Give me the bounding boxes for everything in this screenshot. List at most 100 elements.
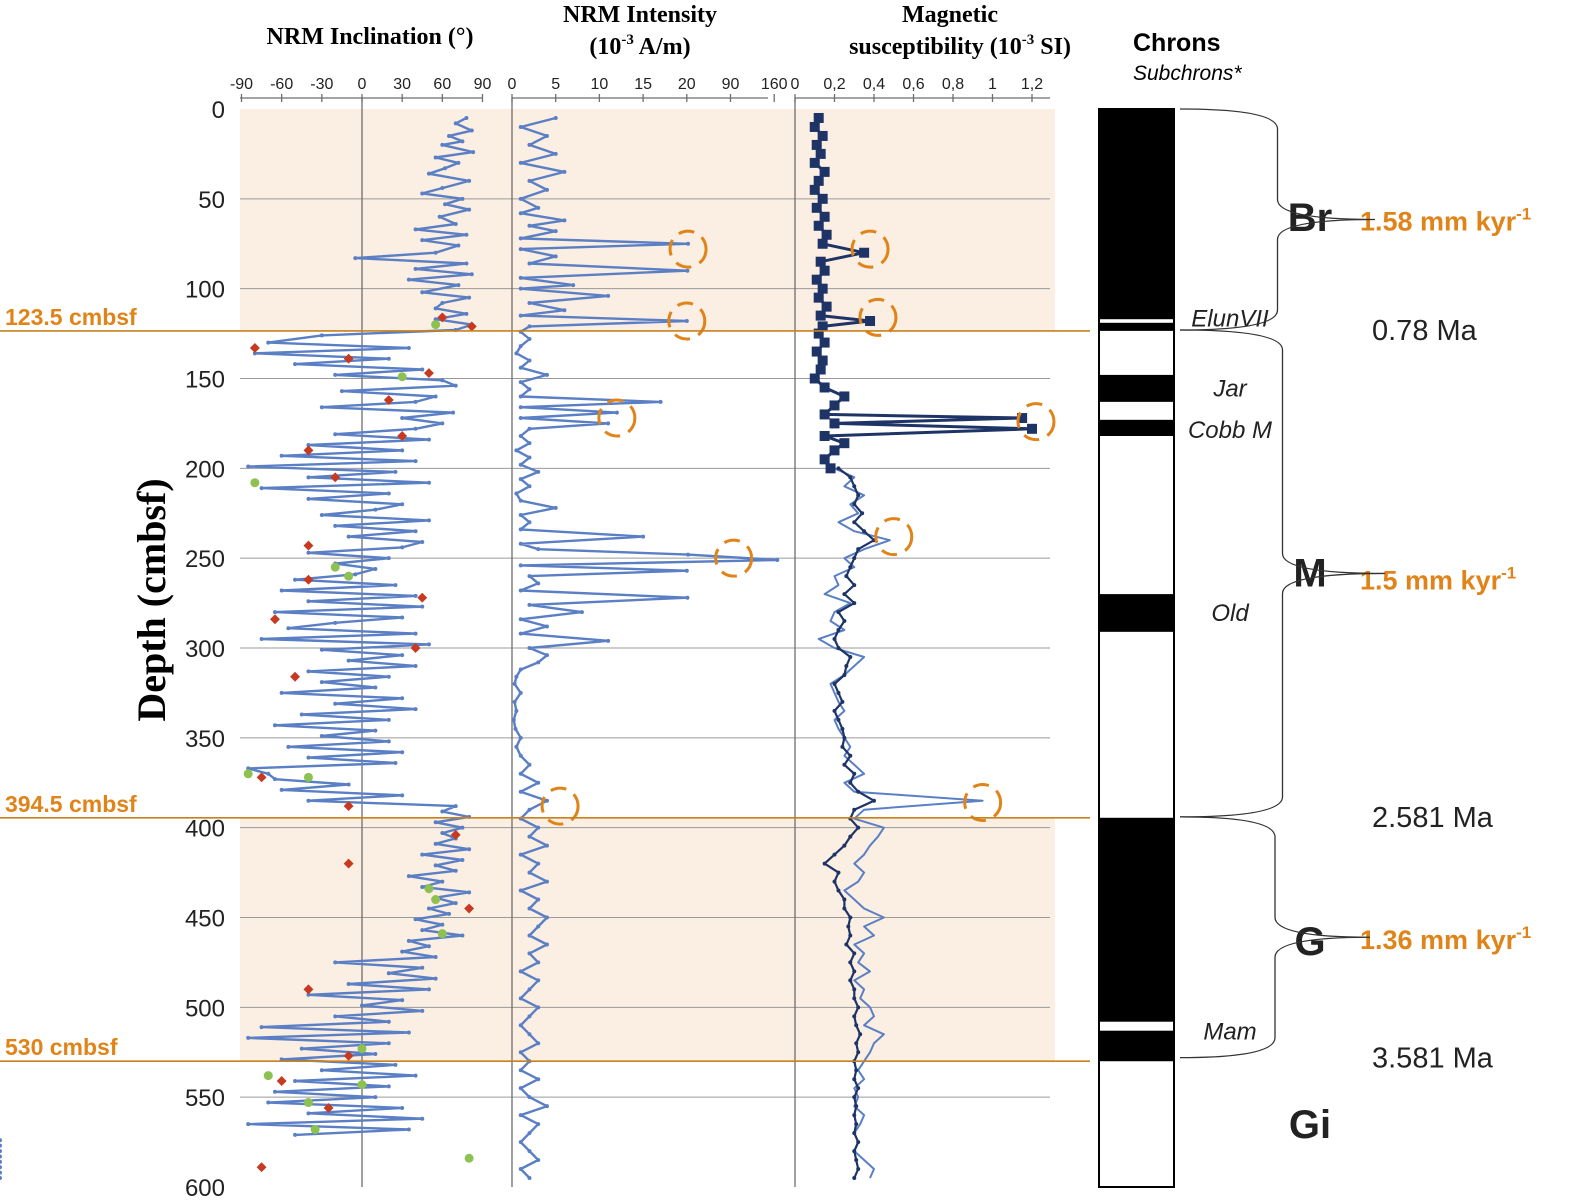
inclination-red-marker-20 — [303, 984, 314, 995]
intensity-point-44 — [606, 421, 611, 426]
inclination-point-24 — [353, 256, 358, 261]
inclination-point-110 — [272, 723, 277, 728]
inclination-red-marker-10 — [303, 574, 314, 585]
inclination-point-184 — [246, 1122, 251, 1127]
susceptibility-dark-point-32 — [848, 753, 853, 758]
inclination-point-96 — [319, 647, 324, 652]
inclination-point-45 — [333, 372, 338, 377]
susceptibility-squares-point-5 — [809, 157, 820, 168]
normal-polarity-band-3 — [1099, 419, 1174, 436]
peak-highlight-3 — [714, 538, 754, 578]
susceptibility-dark-point-3 — [856, 493, 861, 498]
inclination-point-144 — [426, 906, 431, 911]
susceptibility-squares-point-42 — [825, 463, 836, 474]
inclination-point-124 — [306, 798, 311, 803]
inclination-point-136 — [433, 863, 438, 868]
inclination-point-72 — [426, 518, 431, 523]
inclination-green-marker-5 — [243, 769, 253, 779]
inclination-point-121 — [346, 782, 351, 787]
inclination-point-106 — [333, 701, 338, 706]
inclination-point-99 — [413, 663, 418, 668]
intensity-point-42 — [614, 410, 619, 415]
inclination-tick-label-0: -90 — [230, 76, 253, 93]
sedimentation-rate-0: 1.58 mm kyr-1 — [1360, 204, 1531, 236]
inclination-point-87 — [306, 599, 311, 604]
intensity-point-61 — [518, 541, 523, 546]
susceptibility-squares-point-30 — [809, 373, 820, 384]
susceptibility-dark-point-62 — [854, 1023, 859, 1028]
susceptibility-dark-point-37 — [872, 798, 876, 803]
inclination-point-32 — [440, 301, 445, 306]
intensity-point-36 — [544, 372, 549, 377]
inclination-point-98 — [346, 658, 351, 663]
susceptibility-squares-point-17 — [819, 265, 830, 276]
intensity-point-19 — [527, 261, 532, 266]
inclination-point-48 — [339, 389, 344, 394]
inclination-point-31 — [467, 295, 472, 300]
inclination-point-175 — [413, 1073, 418, 1078]
susceptibility-title-line2: susceptibility (10-3 SI) — [849, 32, 1071, 60]
intensity-point-101 — [518, 852, 523, 857]
intensity-point-76 — [606, 638, 611, 643]
intensity-point-105 — [518, 888, 523, 893]
inclination-point-28 — [406, 277, 411, 282]
inclination-point-35 — [433, 317, 438, 322]
susceptibility-dark-point-54 — [852, 951, 857, 956]
susceptibility-squares-point-40 — [829, 445, 840, 456]
peak-highlight-1 — [667, 301, 707, 341]
inclination-point-122 — [279, 787, 284, 792]
intensity-point-26 — [562, 308, 567, 313]
intensity-point-40 — [658, 399, 663, 404]
susceptibility-tick-label-3: 0,6 — [902, 76, 924, 93]
data-series — [0, 112, 1056, 1181]
susceptibility-squares-point-3 — [811, 139, 822, 150]
inclination-point-181 — [400, 1105, 405, 1110]
inclination-point-190 — [0, 1154, 2, 1159]
peak-highlight-5 — [850, 229, 890, 269]
inclination-point-23 — [433, 250, 438, 255]
normal-polarity-band-0 — [1099, 109, 1174, 320]
depth-tick-250: 250 — [185, 546, 225, 573]
intensity-point-93 — [536, 780, 541, 785]
intensity-point-46 — [518, 433, 523, 438]
susceptibility-squares-point-0 — [813, 112, 824, 123]
sedimentation-rate-1: 1.5 mm kyr-1 — [1360, 564, 1516, 596]
inclination-point-22 — [456, 243, 461, 248]
inclination-point-7 — [433, 155, 438, 160]
peak-highlight-8 — [874, 517, 914, 557]
susceptibility-dark-point-36 — [856, 789, 861, 794]
age-label-2: 3.581 Ma — [1372, 1043, 1494, 1075]
susceptibility-squares-point-28 — [817, 355, 828, 366]
inclination-point-107 — [413, 707, 418, 712]
inclination-point-141 — [467, 890, 472, 895]
inclination-tick-label-4: 30 — [393, 76, 411, 93]
inclination-point-176 — [293, 1078, 298, 1083]
intensity-point-118 — [536, 1005, 541, 1010]
intensity-point-22 — [571, 283, 576, 288]
susceptibility-squares-point-4 — [815, 148, 826, 159]
intensity-point-13 — [527, 223, 532, 228]
inclination-tick-label-5: 60 — [433, 76, 451, 93]
inclination-green-marker-1 — [397, 372, 407, 382]
intensity-point-67 — [527, 574, 532, 579]
susceptibility-dark-point-24 — [832, 681, 837, 686]
intensity-point-35 — [518, 365, 523, 370]
susceptibility-squares-point-18 — [811, 274, 822, 285]
intensity-point-125 — [518, 1068, 523, 1073]
inclination-point-126 — [440, 809, 445, 814]
susceptibility-squares-point-16 — [815, 256, 826, 267]
susceptibility-dark-point-74 — [852, 1131, 857, 1136]
inclination-point-116 — [306, 755, 311, 760]
inclination-tick-label-1: -60 — [270, 76, 293, 93]
inclination-point-155 — [420, 965, 425, 970]
inclination-green-marker-10 — [357, 1044, 367, 1054]
susceptibility-dark-point-7 — [862, 529, 867, 534]
inclination-red-marker-7 — [303, 445, 314, 456]
inclination-point-12 — [440, 186, 445, 191]
inclination-point-94 — [259, 637, 264, 642]
inclination-point-139 — [440, 879, 445, 884]
inclination-red-marker-23 — [323, 1102, 334, 1113]
panel-axes: 050100150200250300350400450500550600-90-… — [185, 76, 1050, 1202]
susceptibility-squares-point-27 — [811, 346, 822, 357]
intensity-point-14 — [553, 229, 558, 234]
